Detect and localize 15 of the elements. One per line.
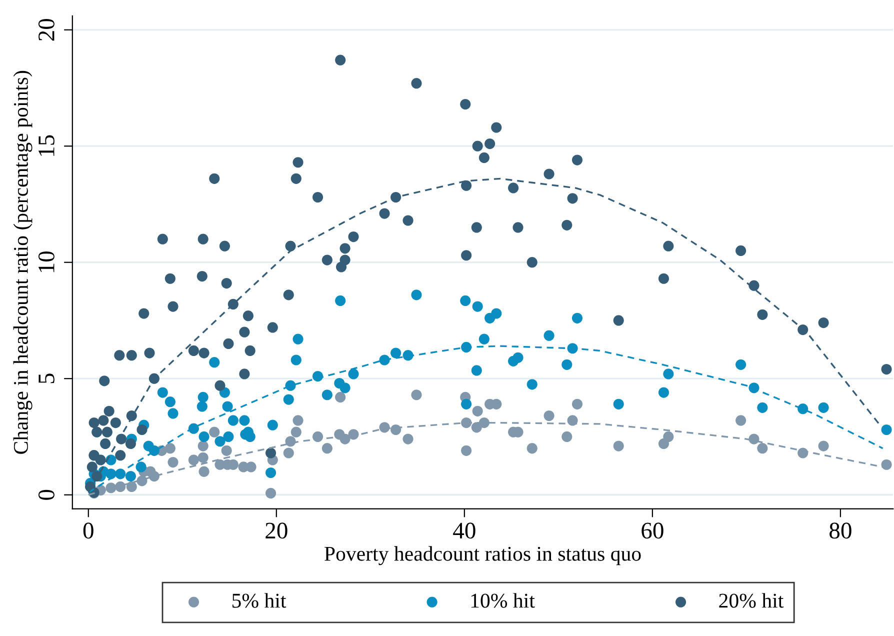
legend-label: 10% hit	[471, 593, 535, 608]
legend-label: 5% hit	[232, 593, 286, 608]
x-tick-label: 20	[266, 522, 288, 539]
y-tick-label: 10	[38, 251, 54, 272]
y-axis-title: Change in headcount ratio (percentage points)	[13, 70, 32, 454]
x-tick-label: 60	[642, 522, 664, 539]
y-tick-label: 5	[38, 374, 54, 384]
x-axis-title: Poverty headcount ratios in status quo	[324, 546, 641, 566]
y-tick-label: 0	[38, 490, 54, 500]
y-tick-label: 15	[38, 135, 54, 156]
y-tick-label: 20	[38, 18, 54, 41]
x-tick-label: 40	[453, 522, 476, 539]
x-tick-label: 0	[83, 522, 94, 539]
x-tick-label: 80	[830, 522, 852, 539]
legend-label: 20% hit	[719, 593, 784, 608]
